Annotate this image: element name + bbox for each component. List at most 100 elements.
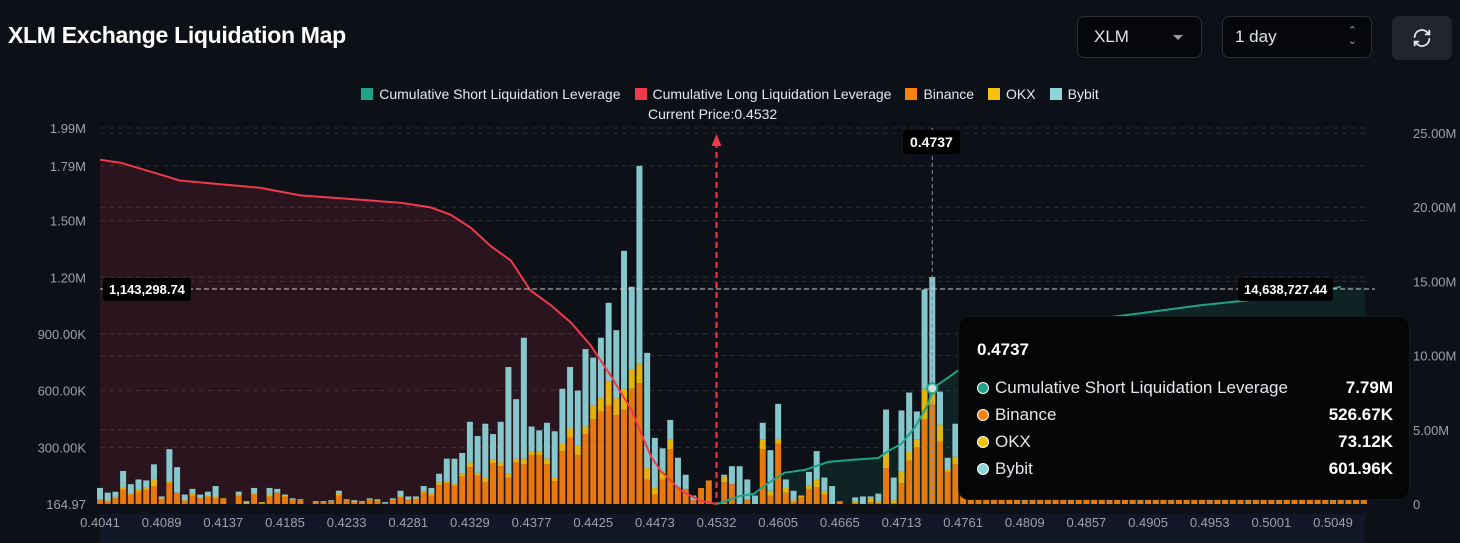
bar-okx [921, 388, 928, 419]
bar-bybit [621, 250, 628, 389]
bar-bybit [590, 357, 597, 406]
refresh-button[interactable] [1392, 16, 1452, 60]
tooltip-row-okx: OKX 73.12K [977, 432, 1393, 452]
bar-binance [944, 471, 951, 504]
bar-bybit [767, 450, 774, 491]
bar-binance [474, 475, 481, 504]
bar-bybit [328, 500, 335, 502]
bar-binance [867, 502, 874, 504]
bar-bybit [428, 487, 435, 494]
bar-bybit [744, 479, 751, 500]
bar-okx [135, 489, 142, 492]
left-axis-tick-label: 1.20M [50, 270, 86, 285]
bar-binance [759, 449, 766, 504]
bar-okx [605, 381, 612, 406]
bar-okx [443, 481, 450, 484]
bar-binance [967, 496, 974, 504]
x-axis-tick-label: 0.5049 [1313, 515, 1353, 530]
bar-binance [567, 437, 574, 504]
x-axis-tick-label: 0.4761 [943, 515, 983, 530]
bar-bybit [466, 421, 473, 463]
long-cumulative-line [99, 158, 717, 505]
bar-bybit [782, 479, 789, 488]
bar-okx [389, 499, 396, 501]
bar-bybit [567, 367, 574, 429]
bar-binance [513, 462, 520, 504]
bar-okx [412, 498, 419, 500]
bar-bybit [382, 502, 389, 504]
bar-binance [690, 500, 697, 504]
x-axis-tick-label: 0.4329 [450, 515, 490, 530]
x-axis-tick-label: 0.4185 [265, 515, 305, 530]
bar-okx [759, 439, 766, 450]
bar-bybit [297, 499, 304, 501]
symbol-select[interactable]: XLM [1077, 16, 1202, 58]
bar-binance [212, 498, 219, 504]
bar-binance [775, 443, 782, 504]
bar-okx [520, 458, 527, 465]
crosshair-x-value: 0.4737 [903, 130, 960, 154]
bar-binance [297, 500, 304, 504]
bar-binance [883, 468, 890, 504]
legend-swatch [905, 88, 918, 100]
period-select[interactable]: 1 day ⌃ ⌄ [1222, 16, 1372, 58]
bar-binance [428, 495, 435, 504]
bar-binance [798, 497, 805, 504]
bar-binance [366, 499, 373, 504]
legend-label: Bybit [1067, 86, 1099, 102]
tooltip-label: Binance [995, 405, 1057, 424]
bar-bybit [174, 467, 181, 493]
bar-binance [520, 464, 527, 504]
tooltip-row-binance: Binance 526.67K [977, 405, 1393, 425]
bar-okx [898, 471, 905, 484]
bar-bybit [135, 479, 142, 490]
bar-bybit [451, 458, 458, 485]
bar-binance [651, 494, 658, 504]
bar-binance [150, 486, 157, 504]
tooltip-row-bybit: Bybit 601.96K [977, 459, 1393, 479]
legend-item-short[interactable]: Cumulative Short Liquidation Leverage [361, 86, 621, 102]
zoom-slider-track[interactable] [100, 514, 1365, 543]
bar-binance [875, 503, 882, 505]
bar-binance [220, 499, 227, 504]
bar-binance [1353, 499, 1360, 504]
tooltip-label: Cumulative Short Liquidation Leverage [995, 378, 1288, 397]
legend-item-bybit[interactable]: Bybit [1049, 86, 1099, 102]
bar-okx [266, 494, 273, 497]
left-axis-tick-label: 1.50M [50, 214, 86, 229]
bar-okx [97, 499, 103, 501]
bar-okx [782, 487, 789, 493]
bar-bybit [343, 499, 350, 501]
bar-okx [528, 451, 535, 455]
x-axis-tick-label: 0.4905 [1128, 515, 1168, 530]
bar-binance [328, 501, 335, 504]
legend-item-okx[interactable]: OKX [988, 86, 1036, 102]
bar-bybit [898, 410, 905, 472]
bar-binance [343, 500, 350, 504]
bar-binance [104, 501, 111, 504]
bar-binance [613, 415, 620, 504]
legend-item-long[interactable]: Cumulative Long Liquidation Leverage [634, 86, 891, 102]
legend-label: OKX [1006, 86, 1036, 102]
bar-binance [289, 500, 296, 504]
bar-binance [543, 464, 550, 504]
tooltip-row-short: Cumulative Short Liquidation Leverage 7.7… [977, 378, 1393, 398]
bar-bybit [405, 496, 412, 500]
bar-okx [235, 494, 242, 496]
bar-okx [150, 479, 157, 487]
series-dot-icon [977, 382, 989, 394]
bar-binance [767, 495, 774, 504]
legend-item-binance[interactable]: Binance [905, 86, 974, 102]
bar-okx [721, 476, 728, 483]
bar-okx [436, 482, 443, 486]
bar-bybit [859, 496, 866, 504]
period-select-value: 1 day [1235, 27, 1277, 46]
bar-okx [667, 439, 674, 450]
bar-bybit [759, 422, 766, 440]
chart-legend: Cumulative Short Liquidation Leverage Cu… [0, 86, 1460, 102]
bar-okx [497, 462, 504, 467]
bar-binance [744, 500, 751, 504]
bar-binance [389, 500, 396, 504]
bar-bybit [936, 391, 943, 425]
bar-binance [1260, 498, 1267, 504]
